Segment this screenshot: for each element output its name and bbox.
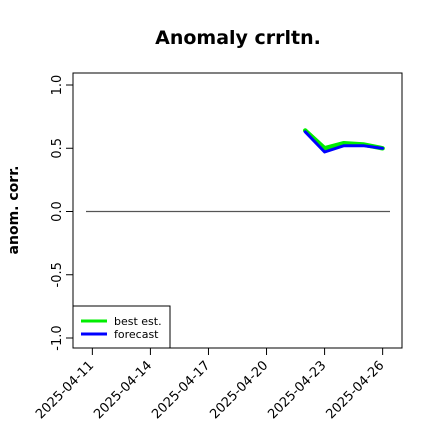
x-tick-label: 2025-04-17 [149,358,213,422]
y-tick-label: -1.0 [50,325,65,350]
x-tick-label: 2025-04-20 [207,358,271,422]
x-tick-label: 2025-04-26 [323,358,387,422]
legend-label-best-est: best est. [114,315,162,328]
x-tick-label: 2025-04-23 [265,358,329,422]
legend-box [72,305,171,349]
legend: best est. forecast [72,305,171,349]
y-tick-label: -0.5 [50,262,65,287]
x-tick-label: 2025-04-14 [91,358,155,422]
y-tick-label: 0.5 [50,138,65,159]
y-tick-label: 0.0 [50,201,65,222]
x-tick-label: 2025-04-11 [33,358,97,422]
series-line-forecast [303,130,385,154]
legend-label-forecast: forecast [114,328,159,341]
y-axis-label: anom. corr. [6,166,22,255]
plot-frame [72,72,403,349]
y-tick-label: 1.0 [50,75,65,96]
chart-title: Anomaly crrltn. [155,27,321,49]
